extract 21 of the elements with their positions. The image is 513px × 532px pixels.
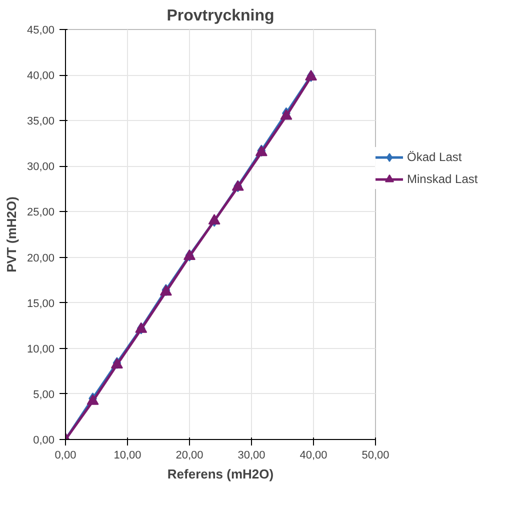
x-tick-label: 10,00: [114, 450, 142, 462]
y-tick-label: 40,00: [26, 70, 55, 82]
x-tick-label: 50,00: [362, 450, 390, 462]
chart-title: Provtryckning: [166, 8, 274, 24]
x-tick-label: 30,00: [238, 450, 266, 462]
y-axis-title: PVT (mH2O): [4, 196, 19, 272]
y-tick-label: 20,00: [26, 252, 55, 264]
y-tick-label: 30,00: [26, 161, 55, 174]
y-tick-label: 15,00: [26, 298, 55, 310]
y-tick-label: 5,00: [33, 388, 55, 401]
legend-label: Minskad Last: [407, 172, 478, 186]
y-tick-label: 25,00: [26, 206, 55, 219]
x-tick-label: 40,00: [300, 450, 328, 462]
y-tick-label: 35,00: [26, 116, 55, 128]
x-tick-label: 0,00: [54, 450, 76, 462]
x-axis-title: Referens (mH2O): [167, 466, 274, 482]
y-tick-label: 10,00: [26, 343, 55, 356]
legend-label: Ökad Last: [407, 150, 462, 164]
y-tick-label: 45,00: [26, 24, 55, 36]
y-tick-label: 0,00: [33, 434, 55, 446]
x-tick-label: 20,00: [176, 450, 204, 462]
